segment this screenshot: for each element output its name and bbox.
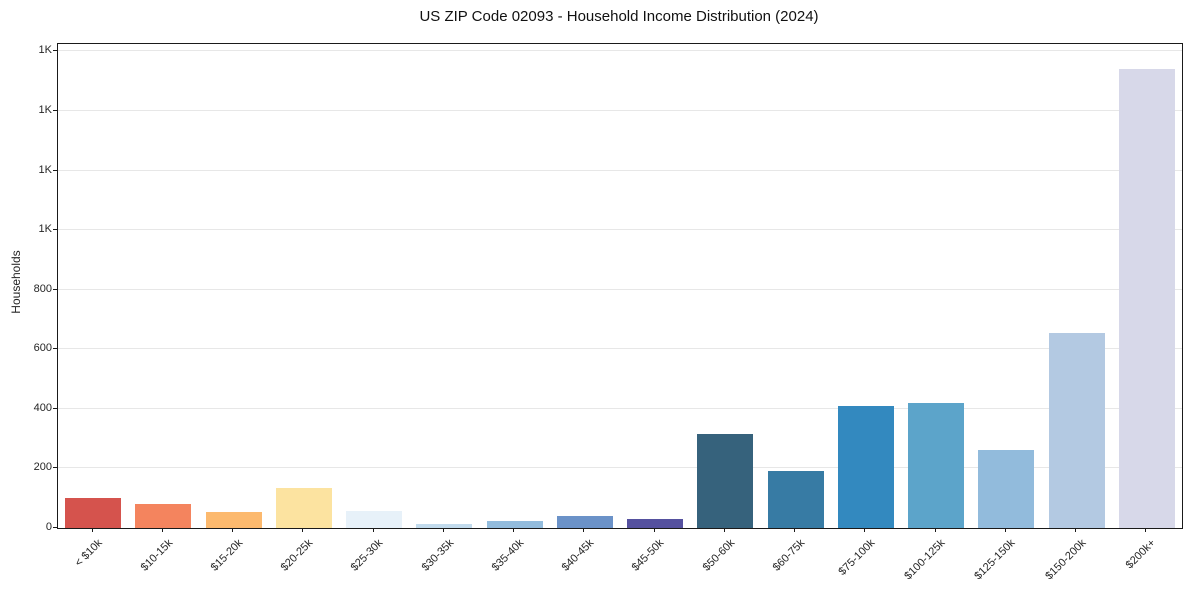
x-tick-label: < $10k (72, 537, 105, 570)
x-tick-label: $15-20k (208, 537, 246, 574)
x-tick-mark (583, 528, 585, 532)
x-tick-mark (1145, 528, 1147, 532)
x-tick-label: $100-125k (902, 537, 948, 583)
y-tick-label: 1K (38, 44, 52, 57)
gridline (58, 110, 1182, 112)
gridline (58, 50, 1182, 52)
bar-$15-20k (205, 511, 262, 528)
gridline (58, 229, 1182, 231)
bar-slot (690, 44, 760, 528)
y-tick-mark (53, 348, 57, 350)
x-tick-mark (302, 528, 304, 532)
bar-slot (550, 44, 620, 528)
x-tick-label: $75-100k (836, 537, 878, 578)
bar-slot (620, 44, 690, 528)
x-tick-mark (723, 528, 725, 532)
bars (58, 44, 1182, 528)
gridline (58, 407, 1182, 409)
y-tick-label: 0 (45, 521, 52, 533)
y-tick-mark (53, 467, 57, 469)
bar-slot (1112, 44, 1182, 528)
bar-$75-100k (837, 405, 894, 528)
y-tick-mark (53, 169, 57, 171)
bar-slot (269, 44, 339, 528)
bar-slot (409, 44, 479, 528)
gridline (58, 348, 1182, 350)
x-tick-label: $10-15k (138, 537, 175, 574)
bar-$45-50k (627, 519, 684, 528)
x-tick-label: $45-50k (630, 537, 667, 574)
chart-title: US ZIP Code 02093 - Household Income Dis… (419, 8, 819, 25)
y-tick-mark (53, 527, 57, 528)
bar-slot (339, 44, 409, 528)
bar-slot (1042, 44, 1112, 528)
bar-$25-30k (346, 511, 403, 528)
bar-$50-60k (697, 434, 754, 528)
y-tick-label: 1K (38, 104, 52, 116)
bar-slot (971, 44, 1041, 528)
x-tick-label: $40-45k (559, 537, 597, 574)
y-tick-label: 200 (33, 461, 52, 474)
y-tick-mark (53, 110, 57, 111)
x-tick-mark (442, 528, 444, 532)
y-tick-label: 400 (33, 401, 52, 414)
bar-slot (58, 44, 128, 528)
x-tick-mark (513, 528, 515, 532)
y-tick-mark (53, 229, 57, 231)
bar-$60-75k (767, 471, 824, 528)
x-axis: < $10k $10-15k $15-20k $20-25k $25-30k $30-35… (57, 528, 1181, 590)
gridline (58, 169, 1182, 171)
x-tick-label: $60-75k (770, 537, 808, 574)
x-tick-mark (1004, 528, 1006, 532)
x-tick-label: $125-150k (972, 537, 1018, 583)
bar-slot (761, 44, 831, 528)
bar-$125-150k (978, 449, 1035, 528)
x-tick-mark (372, 528, 374, 532)
bar-slot (480, 44, 550, 528)
gridline (58, 467, 1182, 469)
y-tick-label: 1K (38, 223, 52, 236)
y-tick-mark (53, 407, 57, 409)
bar-$10-15k (135, 504, 192, 528)
y-tick-mark (53, 288, 57, 290)
bar-$150-200k (1048, 332, 1105, 528)
x-tick-mark (161, 528, 163, 532)
bar-$30-35k (416, 523, 473, 528)
x-tick-label: $35-40k (489, 537, 527, 574)
x-tick-mark (1075, 528, 1077, 532)
plot-area (57, 43, 1183, 529)
bar-slot (128, 44, 198, 528)
x-tick-label: $30-35k (419, 537, 456, 574)
x-tick-mark (653, 528, 655, 532)
x-tick-label: $200k+ (1124, 537, 1159, 572)
x-tick-label: $25-30k (349, 537, 386, 574)
bar-slot (199, 44, 269, 528)
x-tick-mark (934, 528, 936, 532)
x-tick-mark (232, 528, 234, 532)
gridline (58, 288, 1182, 290)
bar-$20-25k (275, 487, 332, 528)
x-tick-label: $150-200k (1042, 537, 1089, 583)
x-tick-label: $50-60k (700, 537, 737, 574)
bar-$40-45k (556, 515, 613, 528)
y-tick-label: 600 (33, 342, 52, 355)
x-tick-label: $20-25k (278, 537, 316, 574)
y-tick-label: 800 (33, 282, 52, 295)
bar-slot (901, 44, 971, 528)
y-tick-label: 1K (38, 163, 52, 176)
bar-$35-40k (486, 521, 543, 528)
bar-slot (831, 44, 901, 528)
x-tick-mark (794, 528, 796, 532)
x-tick-mark (864, 528, 866, 532)
y-axis: 0 200 400 600 800 1K 1K 1K 1K (0, 43, 57, 533)
bar-$100-125k (908, 402, 965, 528)
x-tick-mark (91, 528, 93, 532)
bar-< $10k (65, 498, 122, 528)
bar-$200k+ (1118, 69, 1175, 528)
y-tick-mark (53, 50, 57, 52)
